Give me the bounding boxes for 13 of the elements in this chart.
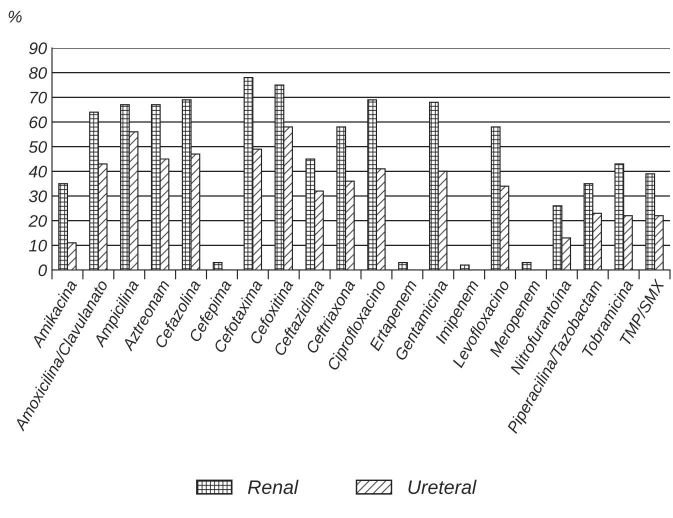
y-tick-label: 0 [38, 264, 47, 276]
legend-label: Renal [248, 480, 299, 494]
y-tick-label: 60 [30, 116, 47, 128]
y-tick-label: 20 [28, 215, 47, 227]
y-tick-label: 40 [28, 166, 47, 178]
y-tick-label: 80 [29, 67, 47, 79]
legend-label: Ureteral [408, 480, 477, 494]
y-axis-title: % [8, 10, 22, 22]
y-tick-label: 50 [28, 141, 47, 153]
y-tick-label: 90 [29, 42, 47, 54]
y-tick-label: 10 [29, 240, 47, 252]
y-tick-label: 30 [28, 190, 47, 202]
y-tick-label: 70 [30, 92, 47, 104]
